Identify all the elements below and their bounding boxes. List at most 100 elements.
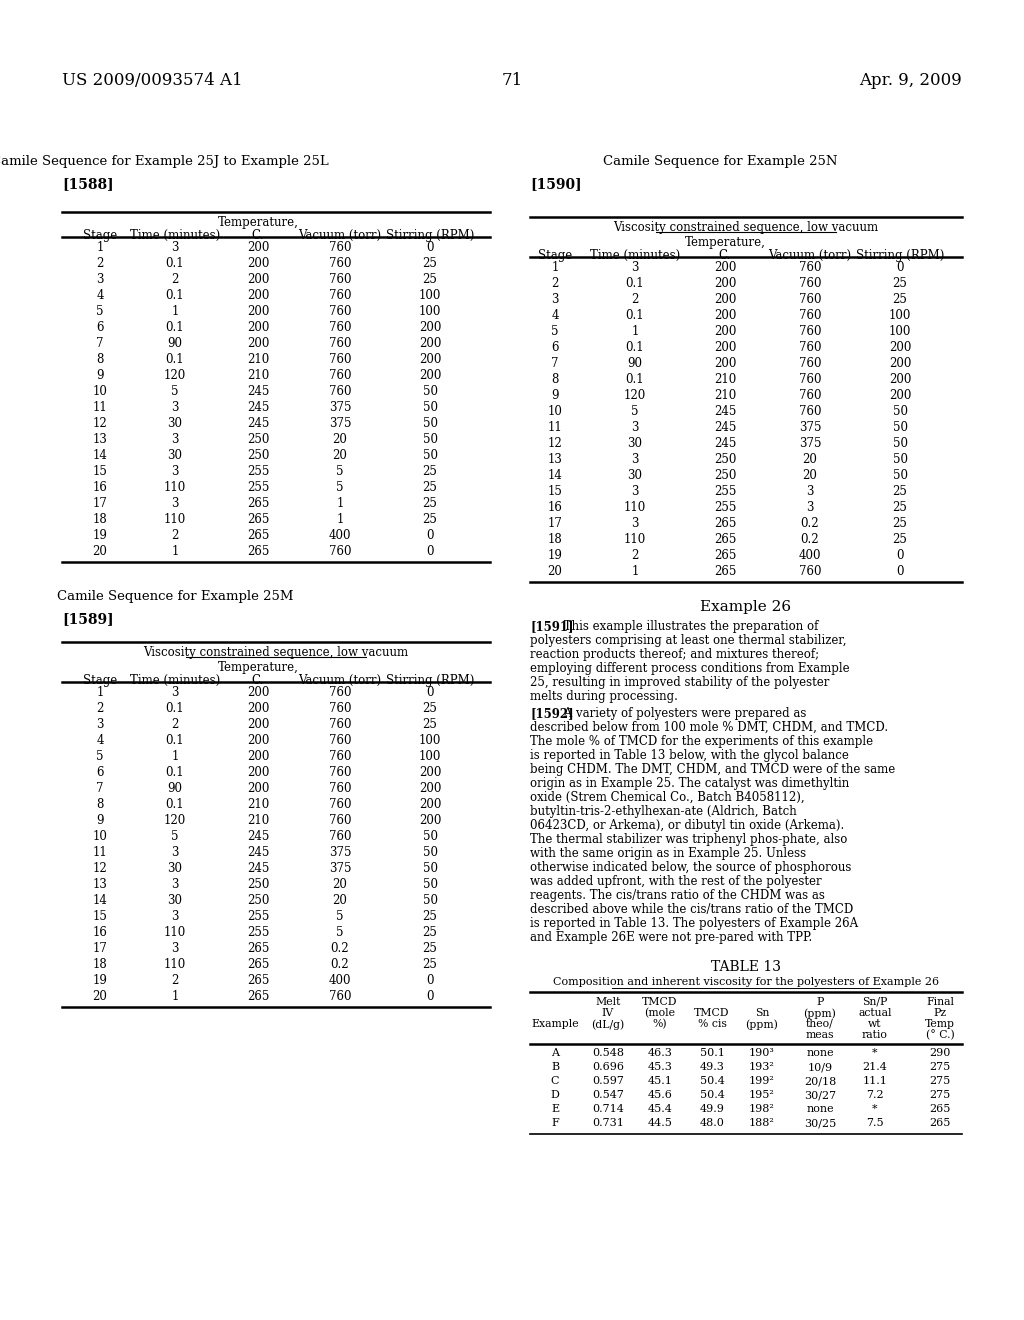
Text: 265: 265: [930, 1104, 950, 1114]
Text: 760: 760: [329, 990, 351, 1003]
Text: 13: 13: [548, 453, 562, 466]
Text: 12: 12: [92, 862, 108, 875]
Text: 200: 200: [419, 321, 441, 334]
Text: 245: 245: [247, 385, 269, 399]
Text: 110: 110: [164, 513, 186, 525]
Text: 200: 200: [247, 766, 269, 779]
Text: 265: 265: [247, 942, 269, 954]
Text: 3: 3: [806, 502, 814, 513]
Text: 30: 30: [628, 437, 642, 450]
Text: 760: 760: [329, 702, 351, 715]
Text: 255: 255: [247, 927, 269, 939]
Text: 11.1: 11.1: [862, 1076, 888, 1086]
Text: 0.548: 0.548: [592, 1048, 624, 1059]
Text: 20: 20: [333, 878, 347, 891]
Text: 1: 1: [171, 545, 178, 558]
Text: 0.547: 0.547: [592, 1090, 624, 1100]
Text: 120: 120: [164, 370, 186, 381]
Text: reagents. The cis/trans ratio of the CHDM was as: reagents. The cis/trans ratio of the CHD…: [530, 888, 825, 902]
Text: 17: 17: [92, 498, 108, 510]
Text: 7.5: 7.5: [866, 1118, 884, 1129]
Text: 245: 245: [714, 437, 736, 450]
Text: 265: 265: [247, 513, 269, 525]
Text: none: none: [806, 1104, 834, 1114]
Text: 760: 760: [799, 261, 821, 275]
Text: 20: 20: [803, 469, 817, 482]
Text: 25: 25: [423, 480, 437, 494]
Text: 200: 200: [419, 814, 441, 828]
Text: 0.1: 0.1: [166, 257, 184, 271]
Text: 0.2: 0.2: [331, 942, 349, 954]
Text: with the same origin as in Example 25. Unless: with the same origin as in Example 25. U…: [530, 847, 806, 861]
Text: 1: 1: [171, 990, 178, 1003]
Text: (dL/g): (dL/g): [592, 1019, 625, 1030]
Text: Viscosity constrained sequence, low vacuum: Viscosity constrained sequence, low vacu…: [613, 220, 879, 234]
Text: 25: 25: [423, 257, 437, 271]
Text: 25: 25: [423, 718, 437, 731]
Text: 6: 6: [551, 341, 559, 354]
Text: 20: 20: [333, 433, 347, 446]
Text: 3: 3: [171, 686, 179, 700]
Text: 5: 5: [551, 325, 559, 338]
Text: 15: 15: [92, 465, 108, 478]
Text: 760: 760: [799, 374, 821, 385]
Text: 200: 200: [714, 261, 736, 275]
Text: 14: 14: [548, 469, 562, 482]
Text: 3: 3: [631, 484, 639, 498]
Text: 18: 18: [92, 958, 108, 972]
Text: 0: 0: [426, 686, 434, 700]
Text: 245: 245: [247, 401, 269, 414]
Text: 49.3: 49.3: [699, 1063, 724, 1072]
Text: 8: 8: [96, 799, 103, 810]
Text: 0.1: 0.1: [626, 374, 644, 385]
Text: theo/: theo/: [806, 1019, 834, 1030]
Text: 200: 200: [247, 781, 269, 795]
Text: 6: 6: [96, 321, 103, 334]
Text: Vacuum (torr): Vacuum (torr): [298, 228, 382, 242]
Text: 25: 25: [893, 517, 907, 531]
Text: 265: 265: [247, 990, 269, 1003]
Text: 5: 5: [336, 480, 344, 494]
Text: 25: 25: [893, 293, 907, 306]
Text: 11: 11: [548, 421, 562, 434]
Text: 250: 250: [714, 469, 736, 482]
Text: 10: 10: [92, 830, 108, 843]
Text: 06423CD, or Arkema), or dibutyl tin oxide (Arkema).: 06423CD, or Arkema), or dibutyl tin oxid…: [530, 818, 844, 832]
Text: 200: 200: [889, 341, 911, 354]
Text: F: F: [551, 1118, 559, 1129]
Text: 50: 50: [423, 417, 437, 430]
Text: 4: 4: [96, 734, 103, 747]
Text: 200: 200: [714, 309, 736, 322]
Text: 188²: 188²: [750, 1118, 775, 1129]
Text: 3: 3: [551, 293, 559, 306]
Text: 760: 760: [329, 686, 351, 700]
Text: 10: 10: [548, 405, 562, 418]
Text: 8: 8: [96, 352, 103, 366]
Text: 50: 50: [423, 878, 437, 891]
Text: 50.4: 50.4: [699, 1076, 724, 1086]
Text: *: *: [872, 1104, 878, 1114]
Text: 245: 245: [247, 830, 269, 843]
Text: 760: 760: [799, 405, 821, 418]
Text: The mole % of TMCD for the experiments of this example: The mole % of TMCD for the experiments o…: [530, 735, 873, 748]
Text: 210: 210: [247, 370, 269, 381]
Text: 250: 250: [714, 453, 736, 466]
Text: 50: 50: [893, 405, 907, 418]
Text: 5: 5: [336, 909, 344, 923]
Text: 20: 20: [333, 894, 347, 907]
Text: 30: 30: [168, 862, 182, 875]
Text: 3: 3: [171, 465, 179, 478]
Text: 200: 200: [247, 718, 269, 731]
Text: 90: 90: [168, 781, 182, 795]
Text: 193²: 193²: [750, 1063, 775, 1072]
Text: is reported in Table 13 below, with the glycol balance: is reported in Table 13 below, with the …: [530, 748, 849, 762]
Text: polyesters comprising at least one thermal stabilizer,: polyesters comprising at least one therm…: [530, 634, 847, 647]
Text: 210: 210: [247, 814, 269, 828]
Text: 45.3: 45.3: [647, 1063, 673, 1072]
Text: 200: 200: [247, 702, 269, 715]
Text: 200: 200: [889, 356, 911, 370]
Text: 245: 245: [714, 421, 736, 434]
Text: 71: 71: [502, 73, 522, 88]
Text: butyltin-tris-2-ethylhexan-ate (Aldrich, Batch: butyltin-tris-2-ethylhexan-ate (Aldrich,…: [530, 805, 797, 818]
Text: 50.1: 50.1: [699, 1048, 724, 1059]
